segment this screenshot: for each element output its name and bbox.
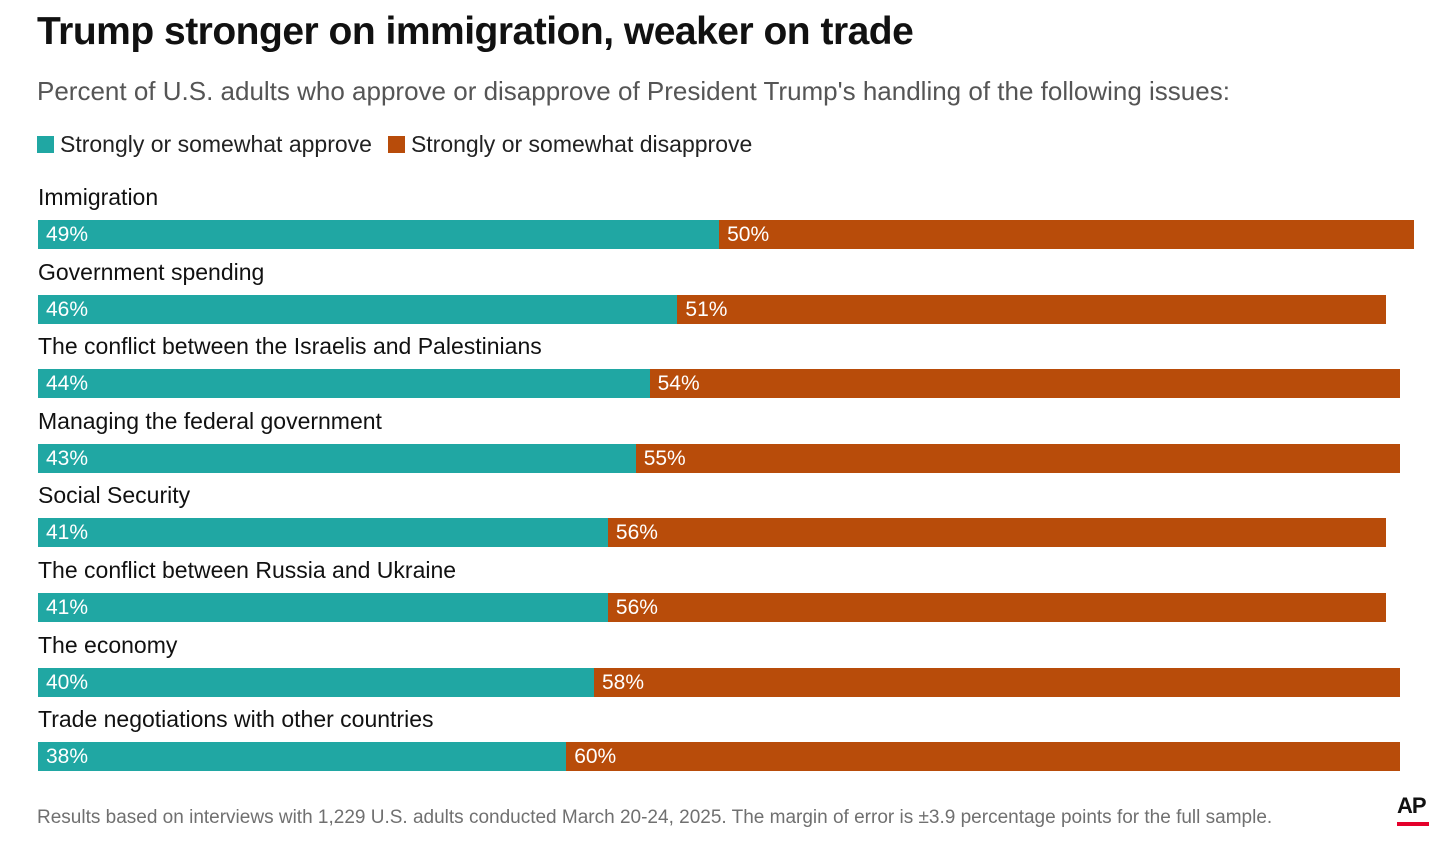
bar-approve <box>38 518 608 548</box>
bar-value-label-approve: 41% <box>46 596 89 619</box>
bar-value-label-approve: 43% <box>46 446 89 470</box>
bar-approve <box>38 369 650 399</box>
ap-logo: AP <box>1397 794 1429 828</box>
legend-swatch-disapprove <box>387 136 405 153</box>
category-label: Managing the federal government <box>38 407 382 434</box>
chart-title: Trump stronger on immigration, weaker on… <box>37 10 914 53</box>
bar-disapprove <box>566 742 1401 772</box>
bar-value-label-disapprove: 58% <box>602 670 645 694</box>
bar-disapprove <box>607 593 1387 622</box>
bar-approve <box>38 667 594 697</box>
bar-disapprove <box>649 369 1401 399</box>
bar-value-label-approve: 46% <box>46 297 89 321</box>
category-label: Trade negotiations with other countries <box>38 706 434 733</box>
chart-legend: Strongly or somewhat approve Strongly or… <box>37 131 768 158</box>
legend-item-disapprove: Strongly or somewhat disapprove <box>387 131 753 158</box>
bar-disapprove <box>677 294 1387 324</box>
ap-logo-text: AP <box>1397 793 1427 818</box>
bar-disapprove <box>635 443 1401 473</box>
bar-approve <box>38 443 636 473</box>
bar-value-label-approve: 38% <box>46 745 89 769</box>
bar-approve <box>38 220 720 249</box>
chart-subtitle: Percent of U.S. adults who approve or di… <box>37 76 1230 106</box>
bar-value-label-approve: 44% <box>46 372 89 396</box>
bar-value-label-disapprove: 56% <box>615 521 658 545</box>
bar-value-label-disapprove: 54% <box>657 372 700 396</box>
category-label: The conflict between Russia and Ukraine <box>38 557 457 583</box>
bar-approve <box>38 742 567 772</box>
legend-item-approve: Strongly or somewhat approve <box>37 131 372 158</box>
category-label: The economy <box>38 631 178 658</box>
bar-value-label-disapprove: 51% <box>685 297 728 321</box>
category-label: The conflict between the Israelis and Pa… <box>38 333 542 360</box>
bar-approve <box>38 294 678 324</box>
legend-label-disapprove: Strongly or somewhat disapprove <box>410 131 753 157</box>
bar-value-label-disapprove: 55% <box>643 446 686 470</box>
bar-value-label-approve: 49% <box>46 223 89 246</box>
bar-disapprove <box>607 518 1387 548</box>
bar-value-label-disapprove: 56% <box>615 596 658 619</box>
legend-swatch-approve <box>37 136 54 153</box>
bar-value-label-approve: 40% <box>46 670 89 694</box>
ap-logo-underline <box>1397 822 1429 826</box>
bar-value-label-disapprove: 60% <box>574 745 617 769</box>
bar-approve <box>38 593 608 622</box>
footnote: Results based on interviews with 1,229 U… <box>37 807 1273 828</box>
bar-disapprove <box>719 220 1415 249</box>
bar-value-label-disapprove: 50% <box>727 223 770 246</box>
bar-value-label-approve: 41% <box>46 521 89 545</box>
category-label: Government spending <box>38 258 265 285</box>
bar-disapprove <box>594 667 1401 697</box>
category-label: Immigration <box>38 184 159 210</box>
legend-label-approve: Strongly or somewhat approve <box>60 131 372 157</box>
category-label: Social Security <box>38 482 191 509</box>
